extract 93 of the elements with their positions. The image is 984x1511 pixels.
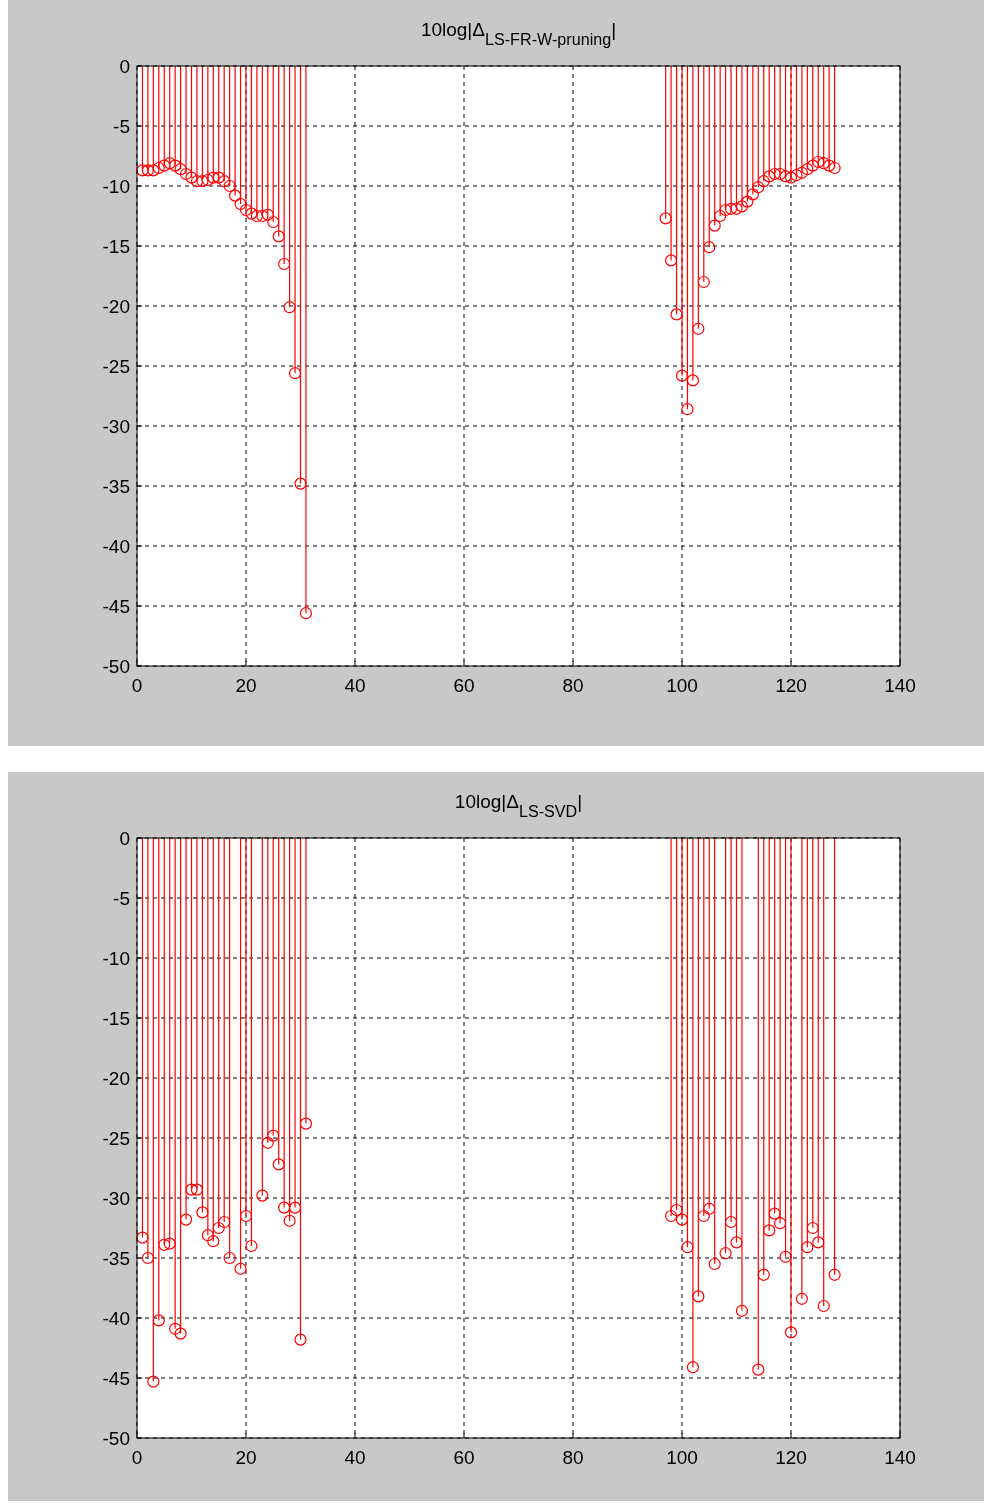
point: [795, 1292, 808, 1305]
point: [212, 1221, 225, 1235]
x-tick-label: 120: [775, 675, 807, 696]
point: [163, 1237, 176, 1250]
point: [801, 1241, 814, 1254]
y-tick-label: -10: [102, 176, 130, 197]
point: [239, 1209, 253, 1223]
y-tick-label: 0: [119, 828, 130, 849]
point: [719, 1247, 732, 1260]
point: [708, 1257, 721, 1271]
point: [288, 1201, 302, 1214]
y-tick-label: -5: [113, 116, 130, 137]
y-tick-label: -40: [102, 1308, 130, 1329]
y-tick-label: -35: [102, 1248, 130, 1269]
point: [294, 1333, 307, 1346]
point: [223, 1251, 236, 1265]
chart-title: 10log|Δ$_{LS-FR-W-pruning}$|: [420, 19, 617, 48]
point: [141, 1251, 154, 1265]
point: [185, 1183, 198, 1196]
y-tick-label: -10: [102, 948, 130, 969]
point: [752, 1363, 765, 1376]
point: [768, 1207, 781, 1220]
point: [828, 1268, 841, 1281]
x-tick-label: 140: [884, 1447, 916, 1468]
x-tick-label: 100: [666, 675, 698, 696]
point: [812, 1236, 825, 1249]
point: [817, 1299, 830, 1313]
point: [681, 1241, 694, 1254]
x-tick-label: 120: [775, 1447, 807, 1468]
x-tick-label: 140: [884, 675, 916, 696]
point: [806, 1221, 819, 1235]
point: [299, 1117, 313, 1130]
point: [201, 1229, 214, 1242]
point: [256, 1189, 269, 1202]
y-tick-label: 0: [119, 56, 130, 77]
point: [147, 1375, 160, 1388]
y-tick-label: -50: [102, 656, 130, 677]
y-tick-label: -45: [102, 1368, 130, 1389]
point: [779, 1250, 792, 1263]
point: [283, 1214, 296, 1227]
point: [245, 1239, 258, 1253]
point: [267, 1129, 280, 1142]
point: [730, 1236, 743, 1249]
point: [272, 1158, 285, 1171]
y-tick-label: -30: [102, 1188, 130, 1209]
x-tick-label: 40: [344, 675, 366, 696]
y-tick-label: -35: [102, 476, 130, 497]
point: [261, 1136, 274, 1149]
point: [686, 1361, 699, 1374]
point: [675, 1213, 689, 1226]
x-tick-label: 20: [235, 675, 257, 696]
x-tick-label: 80: [562, 675, 584, 696]
point: [670, 1203, 683, 1217]
y-tick-label: -20: [102, 1068, 130, 1089]
point: [697, 1209, 710, 1223]
point: [158, 1238, 171, 1251]
x-tick-label: 100: [666, 1447, 698, 1468]
point: [665, 1209, 678, 1223]
y-tick-label: -15: [102, 1008, 130, 1029]
point: [692, 1290, 705, 1303]
y-tick-label: -20: [102, 296, 130, 317]
point: [174, 1327, 187, 1340]
point: [234, 1262, 247, 1275]
y-tick-label: -15: [102, 236, 130, 257]
y-tick-label: -50: [102, 1428, 130, 1449]
point: [784, 1326, 798, 1339]
point: [152, 1314, 165, 1327]
point: [757, 1268, 770, 1281]
point: [179, 1213, 193, 1226]
point: [703, 1202, 716, 1215]
point: [278, 1201, 291, 1214]
point: [169, 1322, 182, 1335]
x-tick-label: 60: [453, 1447, 475, 1468]
point: [735, 1304, 749, 1317]
y-tick-label: -30: [102, 416, 130, 437]
point: [218, 1215, 231, 1229]
x-tick-label: 40: [344, 1447, 366, 1468]
y-tick-label: -25: [102, 1128, 130, 1149]
chart-title: 10log|Δ$_{LS-SVD}$|: [454, 791, 583, 820]
point: [207, 1235, 220, 1248]
point: [196, 1206, 209, 1219]
point: [136, 1231, 149, 1244]
y-tick-label: -45: [102, 596, 130, 617]
point: [724, 1215, 738, 1229]
point: [763, 1224, 776, 1237]
y-tick-label: -25: [102, 356, 130, 377]
x-tick-label: 60: [453, 675, 475, 696]
y-tick-label: -5: [113, 888, 130, 909]
x-tick-label: 20: [235, 1447, 257, 1468]
x-tick-label: 80: [562, 1447, 584, 1468]
point: [774, 1217, 787, 1230]
point: [190, 1183, 204, 1196]
y-tick-label: -40: [102, 536, 130, 557]
